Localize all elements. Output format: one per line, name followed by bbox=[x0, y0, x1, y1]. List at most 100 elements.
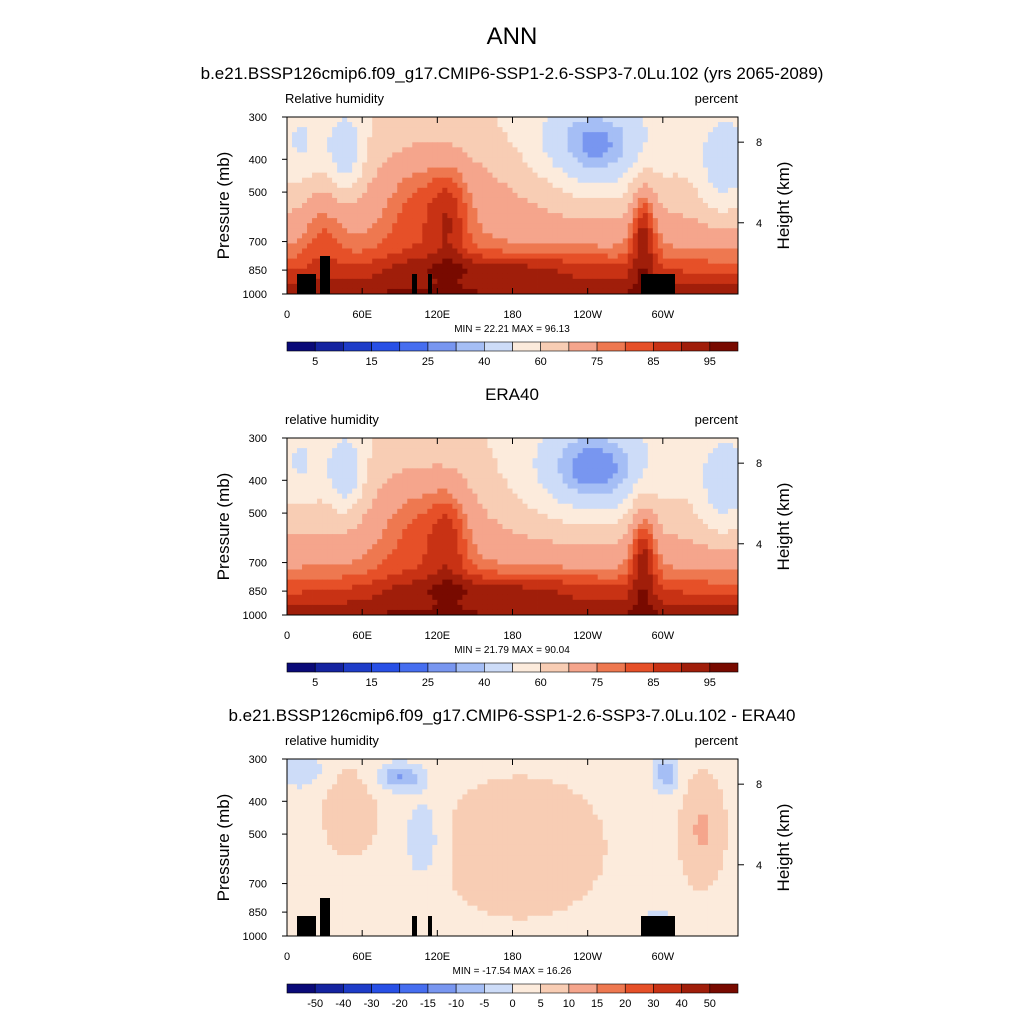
field-cell bbox=[382, 288, 388, 295]
field-cell bbox=[617, 152, 624, 158]
field-cell bbox=[562, 228, 569, 234]
field-cell bbox=[432, 273, 438, 280]
field-cell bbox=[387, 273, 393, 280]
field-cell bbox=[652, 238, 659, 244]
field-cell bbox=[587, 157, 594, 163]
field-cell bbox=[692, 488, 699, 495]
field-cell bbox=[577, 243, 584, 249]
field-cell bbox=[392, 498, 398, 505]
field-cell bbox=[657, 503, 664, 510]
field-cell bbox=[432, 228, 438, 234]
field-cell bbox=[647, 238, 654, 244]
field-cell bbox=[627, 488, 634, 495]
field-cell bbox=[447, 273, 453, 280]
field-cell bbox=[647, 448, 654, 454]
field-cell bbox=[447, 523, 453, 530]
field-cell bbox=[357, 463, 363, 469]
field-cell bbox=[457, 438, 463, 444]
field-cell bbox=[342, 238, 348, 244]
field-cell bbox=[447, 122, 453, 128]
field-cell bbox=[642, 473, 649, 479]
field-cell bbox=[642, 172, 649, 179]
field-cell bbox=[552, 233, 558, 239]
field-cell bbox=[527, 488, 533, 495]
colorbar-label: 75 bbox=[591, 356, 603, 368]
field-cell bbox=[612, 218, 619, 224]
field-cell bbox=[382, 448, 388, 454]
field-cell bbox=[442, 218, 448, 224]
field-cell bbox=[392, 202, 398, 209]
field-cell bbox=[697, 243, 704, 249]
field-cell bbox=[332, 513, 338, 520]
field-cell bbox=[392, 513, 398, 520]
field-cell bbox=[642, 152, 649, 158]
field-cell bbox=[407, 127, 413, 133]
field-cell bbox=[352, 463, 358, 469]
field-cell bbox=[327, 523, 333, 530]
field-cell bbox=[637, 117, 644, 123]
field-cell bbox=[407, 438, 413, 444]
field-cell bbox=[482, 182, 488, 189]
field-cell bbox=[552, 534, 558, 540]
field-cell bbox=[717, 117, 724, 123]
field-cell bbox=[452, 473, 458, 479]
field-cell bbox=[557, 177, 564, 184]
field-cell bbox=[507, 498, 513, 505]
field-cell bbox=[387, 228, 393, 234]
field-cell bbox=[402, 443, 408, 449]
field-cell bbox=[617, 187, 624, 194]
field-cell bbox=[312, 463, 318, 469]
field-cell bbox=[657, 473, 664, 479]
field-cell bbox=[717, 202, 724, 209]
field-cell bbox=[657, 448, 664, 454]
field-cell bbox=[707, 223, 714, 229]
field-cell bbox=[367, 137, 373, 143]
field-cell bbox=[612, 152, 619, 158]
field-cell bbox=[367, 488, 373, 495]
field-cell bbox=[362, 283, 368, 290]
field-cell bbox=[627, 498, 634, 505]
field-cell bbox=[312, 513, 318, 520]
field-cell bbox=[362, 167, 368, 174]
field-cell bbox=[352, 278, 358, 285]
field-cell bbox=[287, 238, 293, 244]
field-cell bbox=[402, 518, 408, 525]
field-cell bbox=[382, 473, 388, 479]
field-cell bbox=[517, 152, 523, 158]
field-cell bbox=[672, 518, 679, 525]
field-cell bbox=[447, 187, 453, 194]
field-cell bbox=[637, 508, 644, 515]
colorbar-swatch bbox=[427, 341, 457, 352]
field-cell bbox=[397, 182, 403, 189]
field-cell bbox=[352, 288, 358, 295]
field-cell bbox=[302, 152, 308, 158]
field-cell bbox=[577, 162, 584, 168]
field-cell bbox=[692, 243, 699, 249]
field-cell bbox=[467, 503, 473, 510]
field-cell bbox=[362, 223, 368, 229]
field-cell bbox=[687, 529, 694, 535]
field-cell bbox=[447, 253, 453, 259]
field-cell bbox=[727, 177, 734, 184]
field-cell bbox=[627, 192, 634, 199]
field-cell bbox=[607, 142, 614, 148]
field-cell bbox=[527, 213, 533, 219]
field-cell bbox=[537, 202, 543, 209]
field-cell bbox=[647, 443, 654, 449]
field-cell bbox=[637, 223, 644, 229]
field-cell bbox=[702, 197, 709, 204]
field-cell bbox=[707, 187, 714, 194]
field-cell bbox=[612, 508, 619, 515]
field-cell bbox=[432, 172, 438, 179]
field-cell bbox=[522, 172, 528, 179]
field-cell bbox=[572, 208, 579, 214]
field-cell bbox=[452, 172, 458, 179]
field-cell bbox=[712, 288, 719, 295]
field-cell bbox=[467, 253, 473, 259]
field-cell bbox=[527, 147, 533, 153]
field-cell bbox=[647, 177, 654, 184]
field-cell bbox=[392, 117, 398, 123]
field-cell bbox=[532, 513, 538, 520]
field-cell bbox=[522, 498, 528, 505]
field-cell bbox=[347, 478, 353, 484]
